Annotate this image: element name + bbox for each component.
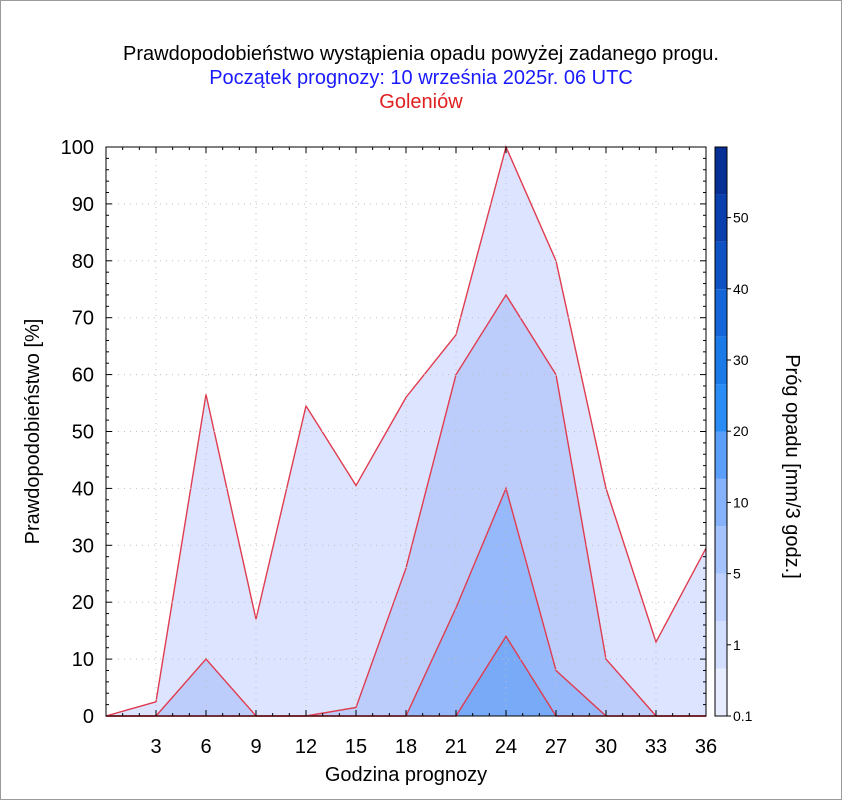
x-tick-label: 3 (150, 736, 161, 758)
colorbar-band (715, 621, 727, 669)
chart-title: Prawdopodobieństwo wystąpienia opadu pow… (123, 43, 719, 65)
x-tick-label: 33 (645, 736, 667, 758)
y-tick-label: 20 (72, 592, 94, 614)
colorbar-band (715, 194, 727, 242)
y-tick-label: 50 (72, 422, 94, 444)
x-tick-label: 6 (200, 736, 211, 758)
colorbar-band (715, 526, 727, 574)
x-tick-label: 18 (395, 736, 417, 758)
x-tick-labels: 3 6 9 12 15 18 21 24 27 30 33 36 (150, 736, 717, 758)
y-tick-label: 60 (72, 365, 94, 387)
area-threshold-1 (106, 294, 706, 716)
colorbar-band (715, 336, 727, 385)
plot-grid (106, 147, 706, 716)
colorbar-label: Próg opadu [mm/3 godz.] (781, 354, 803, 579)
x-tick-label: 12 (295, 736, 317, 758)
colorbar-tick-label: 20 (733, 423, 749, 439)
colorbar-band (715, 241, 727, 290)
x-tick-label: 21 (445, 736, 467, 758)
colorbar-tick-label: 50 (733, 210, 749, 226)
colorbar (714, 146, 728, 717)
y-tick-label: 40 (72, 478, 94, 500)
line-threshold-0.1 (105, 144, 707, 717)
colorbar-band (715, 147, 727, 195)
colorbar-band (715, 384, 727, 432)
line-threshold-1 (106, 293, 706, 717)
colorbar-band (715, 478, 727, 527)
x-tick-label: 36 (695, 736, 717, 758)
location-name: Goleniów (379, 91, 463, 113)
y-tick-label: 90 (72, 194, 94, 216)
colorbar-tick-label: 10 (733, 494, 749, 510)
y-tick-label: 30 (72, 535, 94, 557)
colorbar-band (715, 289, 727, 337)
x-tick-label: 27 (545, 736, 567, 758)
plot-ticks (106, 147, 706, 716)
x-tick-label: 30 (595, 736, 617, 758)
colorbar-tick-label: 30 (733, 352, 749, 368)
colorbar-tick-label: 0.1 (733, 708, 753, 724)
y-tick-label: 100 (61, 137, 94, 159)
y-axis-label: Prawdopodobieństwo [%] (22, 319, 44, 545)
y-tick-label: 10 (72, 649, 94, 671)
colorbar-tick-label: 1 (733, 637, 741, 653)
y-tick-label: 0 (83, 706, 94, 728)
y-tick-labels: 0 10 20 30 40 50 60 70 80 90 100 (61, 137, 94, 728)
y-tick-label: 80 (72, 251, 94, 273)
x-tick-label: 15 (345, 736, 367, 758)
colorbar-band (715, 431, 727, 479)
colorbar-tick-label: 5 (733, 566, 741, 582)
forecast-start-subtitle: Początek prognozy: 10 września 2025r. 06… (209, 67, 633, 89)
x-axis-label: Godzina prognozy (325, 764, 487, 786)
x-tick-label: 9 (250, 736, 261, 758)
colorbar-band (715, 573, 727, 622)
colorbar-tick-label: 40 (733, 281, 749, 297)
x-tick-label: 24 (495, 736, 517, 758)
colorbar-tick-labels: 0.1 1 5 10 20 30 40 50 (727, 210, 753, 724)
y-tick-label: 70 (72, 308, 94, 330)
colorbar-band (715, 668, 727, 716)
